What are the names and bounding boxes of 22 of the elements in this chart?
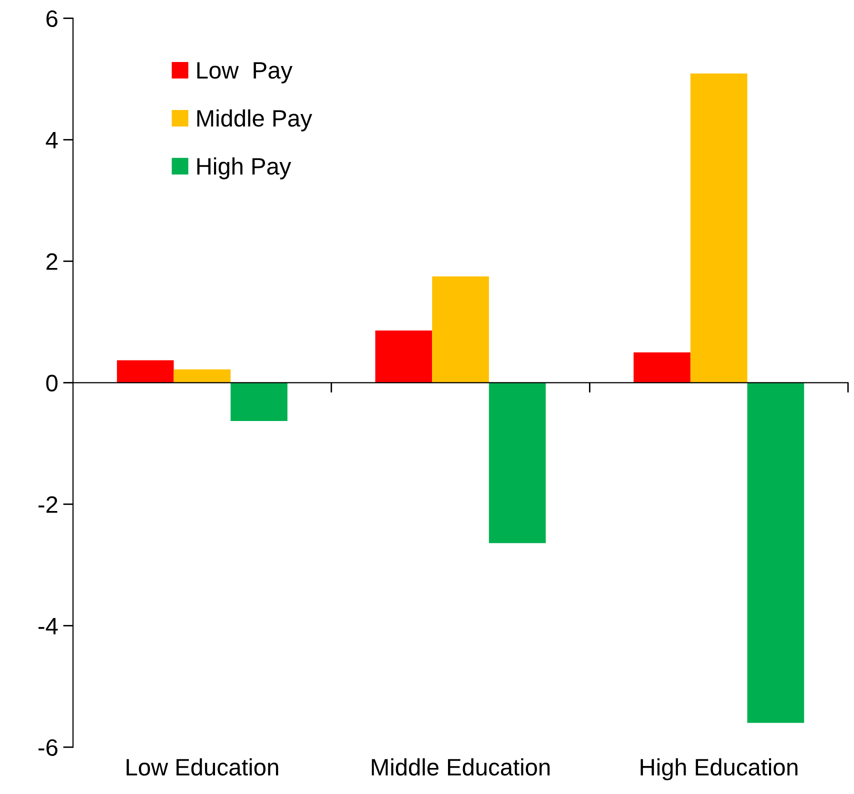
bar — [488, 382, 546, 544]
x-tick-label: Middle Education — [372, 758, 550, 776]
legend-label: High Pay — [197, 157, 292, 180]
y-tick-label: -4 — [38, 618, 58, 634]
bar — [116, 360, 174, 383]
y-tick-label: 4 — [46, 132, 58, 148]
bar — [432, 276, 489, 383]
y-tick-label: 2 — [46, 253, 58, 270]
y-tick-label: 0 — [46, 374, 58, 392]
legend-label: Low Pay — [197, 62, 292, 84]
bar — [230, 382, 288, 421]
bar — [690, 74, 748, 383]
x-tick-label: Low Education — [126, 758, 278, 776]
y-tick-label: -2 — [38, 496, 58, 513]
y-tick-label: -6 — [38, 739, 58, 756]
bar — [375, 330, 432, 383]
legend-label: Middle Pay — [197, 109, 312, 132]
bar — [174, 369, 231, 383]
bar — [747, 382, 804, 723]
bar — [634, 352, 690, 383]
y-tick-label: 6 — [46, 10, 58, 28]
x-tick-label: High Education — [640, 758, 798, 780]
